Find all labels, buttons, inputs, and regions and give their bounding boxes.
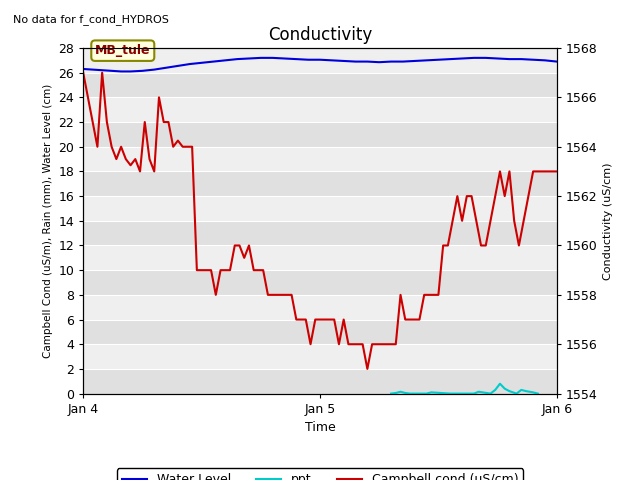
Text: No data for f_cond_HYDROS: No data for f_cond_HYDROS xyxy=(13,14,169,25)
Bar xyxy=(83,72,557,97)
Title: Conductivity: Conductivity xyxy=(268,25,372,44)
Bar xyxy=(83,147,557,171)
Bar xyxy=(83,171,557,196)
Bar xyxy=(83,122,557,147)
Bar xyxy=(83,270,557,295)
Bar xyxy=(83,369,557,394)
Bar xyxy=(83,245,557,270)
Y-axis label: Conductivity (uS/cm): Conductivity (uS/cm) xyxy=(604,162,613,279)
Legend: Water Level, ppt, Campbell cond (uS/cm): Water Level, ppt, Campbell cond (uS/cm) xyxy=(116,468,524,480)
Bar xyxy=(83,295,557,320)
Bar xyxy=(83,97,557,122)
Bar xyxy=(83,344,557,369)
Y-axis label: Campbell Cond (uS/m), Rain (mm), Water Level (cm): Campbell Cond (uS/m), Rain (mm), Water L… xyxy=(43,84,52,358)
Bar xyxy=(83,221,557,245)
X-axis label: Time: Time xyxy=(305,421,335,434)
Text: MB_tule: MB_tule xyxy=(95,44,150,57)
Bar xyxy=(83,320,557,344)
Bar xyxy=(83,48,557,72)
Bar xyxy=(83,196,557,221)
